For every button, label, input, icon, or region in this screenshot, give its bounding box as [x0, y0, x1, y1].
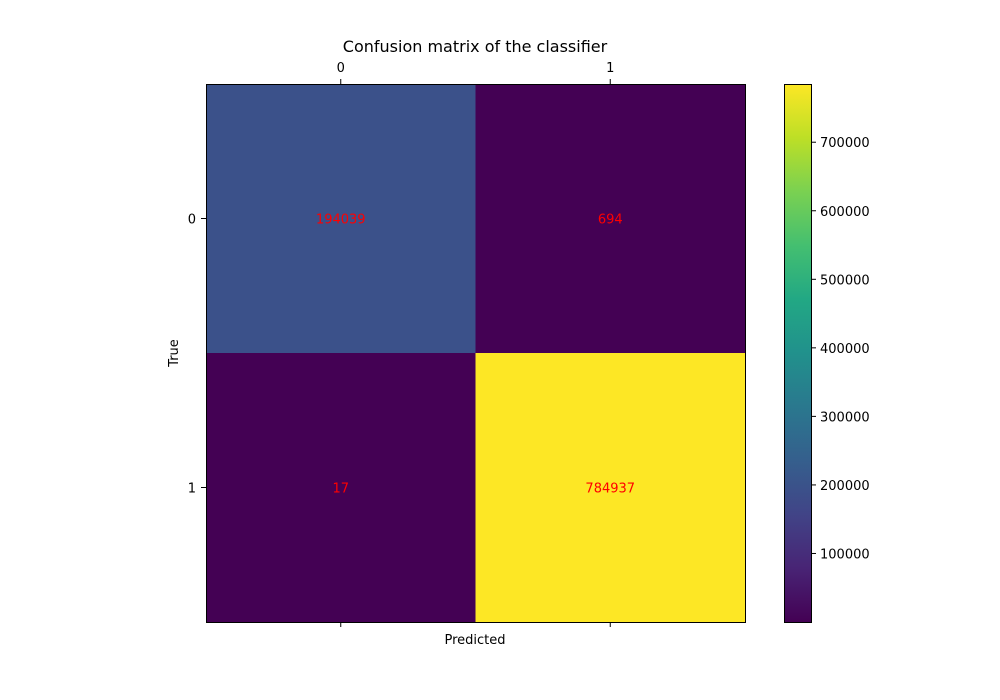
- colorbar-tick-label: 700000: [820, 136, 870, 151]
- matrix-cell-r1-c1: [475, 353, 746, 623]
- colorbar-frame: [784, 84, 812, 623]
- chart-title: Confusion matrix of the classifier: [343, 37, 608, 56]
- matrix-cell-r0-c0: [206, 84, 476, 354]
- y-axis-ticks: 01: [188, 213, 206, 497]
- matrix-cells: [206, 84, 746, 623]
- x-tick-label: 0: [337, 61, 345, 76]
- colorbar: [784, 84, 811, 622]
- cell-value-label: 694: [598, 213, 623, 228]
- colorbar-tick-label: 400000: [820, 342, 870, 357]
- colorbar-tick-label: 200000: [820, 479, 870, 494]
- colorbar-ticks: 100000 200000 300000 400000 500000 600000 7000…: [811, 136, 870, 562]
- matrix-cell-r0-c1: [475, 84, 746, 354]
- colorbar-tick-label: 100000: [820, 547, 870, 562]
- colorbar-tick-label: 500000: [820, 273, 870, 288]
- x-axis-label: Predicted: [444, 633, 505, 648]
- y-tick-label: 0: [188, 213, 196, 228]
- cell-value-label: 194039: [316, 213, 366, 228]
- colorbar-tick-label: 600000: [820, 205, 870, 220]
- matrix-cell-labels: 194039 694 17 784937: [316, 213, 635, 497]
- cell-value-label: 784937: [585, 482, 635, 497]
- plot-frame: [206, 84, 746, 623]
- colorbar-tick-label: 300000: [820, 410, 870, 425]
- y-axis-label: True: [167, 339, 182, 368]
- y-tick-label: 1: [188, 482, 196, 497]
- matrix-cell-r1-c0: [206, 353, 476, 623]
- cell-value-label: 17: [332, 482, 349, 497]
- x-tick-label: 1: [606, 61, 614, 76]
